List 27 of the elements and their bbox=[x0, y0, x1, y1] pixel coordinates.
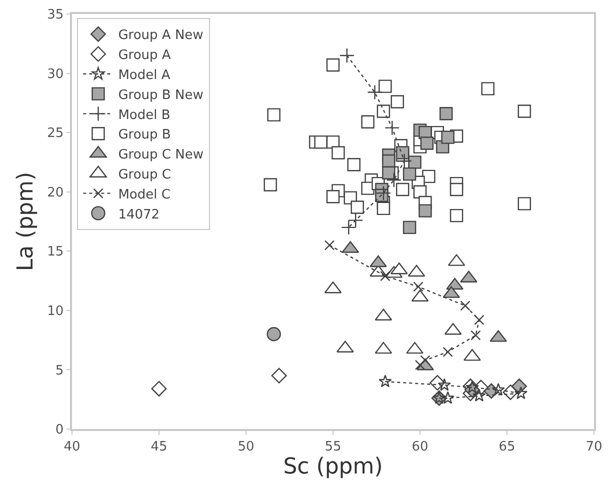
legend-label: Group C bbox=[118, 167, 172, 182]
y-tick-label: 0 bbox=[55, 422, 64, 438]
x-axis-title: Sc (ppm) bbox=[283, 454, 383, 480]
x-tick-label: 70 bbox=[586, 439, 602, 454]
y-tick-label: 35 bbox=[47, 8, 64, 23]
x-tick-label: 40 bbox=[64, 439, 80, 454]
y-tick-label: 20 bbox=[47, 185, 64, 200]
y-tick-label: 25 bbox=[47, 126, 64, 142]
x-tick-label: 55 bbox=[324, 439, 342, 454]
legend-label: Group A bbox=[118, 48, 171, 64]
y-tick-label: 15 bbox=[47, 244, 64, 260]
y-tick-label: 5 bbox=[55, 363, 64, 378]
legend-label: 14072 bbox=[118, 207, 160, 222]
legend-label: Group B bbox=[118, 128, 171, 143]
legend-label: Model A bbox=[118, 68, 170, 83]
legend-label: Model C bbox=[118, 187, 170, 202]
x-tick-label: 65 bbox=[498, 439, 516, 454]
y-axis-title: La (ppm) bbox=[13, 172, 38, 272]
y-tick-label: 30 bbox=[47, 66, 64, 82]
legend-label: Model B bbox=[118, 108, 170, 123]
x-tick-label: 50 bbox=[238, 439, 254, 454]
y-tick-label: 10 bbox=[47, 304, 64, 319]
legend-label: Group B New bbox=[118, 88, 204, 103]
legend-label: Group A New bbox=[118, 28, 204, 44]
legend-label: Group C New bbox=[118, 148, 204, 163]
x-tick-label: 45 bbox=[150, 439, 168, 454]
x-tick-label: 60 bbox=[412, 439, 428, 454]
